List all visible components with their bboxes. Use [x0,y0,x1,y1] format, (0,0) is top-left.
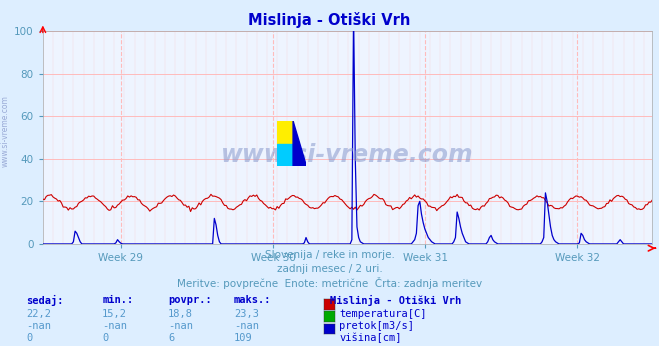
Text: 15,2: 15,2 [102,309,127,319]
Text: -nan: -nan [234,321,259,331]
Text: 0: 0 [26,333,32,343]
Text: www.si-vreme.com: www.si-vreme.com [1,95,10,167]
Text: Meritve: povprečne  Enote: metrične  Črta: zadnja meritev: Meritve: povprečne Enote: metrične Črta:… [177,277,482,290]
Text: 109: 109 [234,333,252,343]
Text: Mislinja - Otiški Vrh: Mislinja - Otiški Vrh [248,12,411,28]
Text: 6: 6 [168,333,174,343]
Text: zadnji mesec / 2 uri.: zadnji mesec / 2 uri. [277,264,382,274]
Bar [277,121,293,144]
Text: sedaj:: sedaj: [26,295,64,306]
Text: višina[cm]: višina[cm] [339,333,402,343]
Text: -nan: -nan [26,321,51,331]
Text: min.:: min.: [102,295,133,305]
Text: Mislinja - Otiški Vrh: Mislinja - Otiški Vrh [330,295,461,306]
Text: 0: 0 [102,333,108,343]
Bar [277,144,293,166]
Polygon shape [293,121,306,166]
Text: maks.:: maks.: [234,295,272,305]
Text: Slovenija / reke in morje.: Slovenija / reke in morje. [264,250,395,260]
Text: 23,3: 23,3 [234,309,259,319]
Text: 22,2: 22,2 [26,309,51,319]
Text: temperatura[C]: temperatura[C] [339,309,427,319]
Text: -nan: -nan [168,321,193,331]
Text: povpr.:: povpr.: [168,295,212,305]
Text: -nan: -nan [102,321,127,331]
Text: 18,8: 18,8 [168,309,193,319]
Text: www.si-vreme.com: www.si-vreme.com [221,143,474,166]
Text: pretok[m3/s]: pretok[m3/s] [339,321,415,331]
